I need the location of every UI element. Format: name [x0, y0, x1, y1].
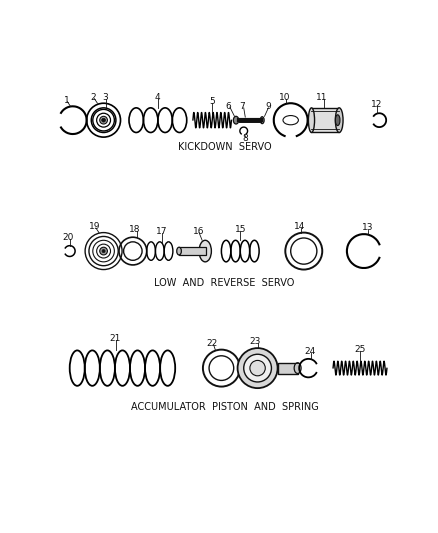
Text: 18: 18 — [129, 225, 141, 234]
Ellipse shape — [336, 108, 343, 133]
Circle shape — [237, 348, 278, 388]
Ellipse shape — [233, 116, 239, 124]
Circle shape — [102, 249, 105, 253]
Text: 14: 14 — [294, 222, 306, 231]
Text: 22: 22 — [207, 339, 218, 348]
Text: 17: 17 — [155, 227, 167, 236]
Text: KICKDOWN  SERVO: KICKDOWN SERVO — [178, 142, 271, 152]
Text: 4: 4 — [155, 93, 161, 102]
Circle shape — [244, 354, 272, 382]
Text: 19: 19 — [88, 222, 100, 231]
Text: 7: 7 — [239, 102, 245, 111]
Text: 15: 15 — [234, 225, 246, 234]
Bar — [179, 247, 206, 255]
Ellipse shape — [260, 117, 264, 124]
Ellipse shape — [308, 108, 314, 133]
Text: 5: 5 — [209, 97, 215, 106]
Text: 1: 1 — [64, 95, 70, 104]
Text: 21: 21 — [109, 334, 120, 343]
Circle shape — [250, 360, 265, 376]
Ellipse shape — [199, 240, 212, 262]
Text: 2: 2 — [91, 93, 96, 102]
Circle shape — [102, 118, 106, 122]
Text: 6: 6 — [226, 102, 231, 111]
Text: 12: 12 — [371, 100, 382, 109]
Text: LOW  AND  REVERSE  SERVO: LOW AND REVERSE SERVO — [154, 278, 295, 288]
Text: 11: 11 — [316, 93, 327, 102]
Text: 9: 9 — [265, 102, 271, 111]
Text: 8: 8 — [242, 134, 248, 143]
Text: 23: 23 — [250, 337, 261, 346]
Text: 13: 13 — [362, 223, 374, 232]
Text: 25: 25 — [354, 345, 366, 354]
Ellipse shape — [177, 247, 181, 255]
Text: 3: 3 — [102, 93, 108, 102]
Circle shape — [100, 247, 107, 255]
Ellipse shape — [294, 363, 301, 374]
Text: 10: 10 — [279, 93, 290, 102]
Text: ACCUMULATOR  PISTON  AND  SPRING: ACCUMULATOR PISTON AND SPRING — [131, 401, 318, 411]
Text: 24: 24 — [304, 346, 315, 356]
Circle shape — [100, 116, 107, 124]
Ellipse shape — [336, 115, 340, 126]
Bar — [311, 108, 339, 133]
Bar — [278, 363, 298, 374]
Text: 16: 16 — [193, 227, 204, 236]
Text: 20: 20 — [63, 233, 74, 241]
